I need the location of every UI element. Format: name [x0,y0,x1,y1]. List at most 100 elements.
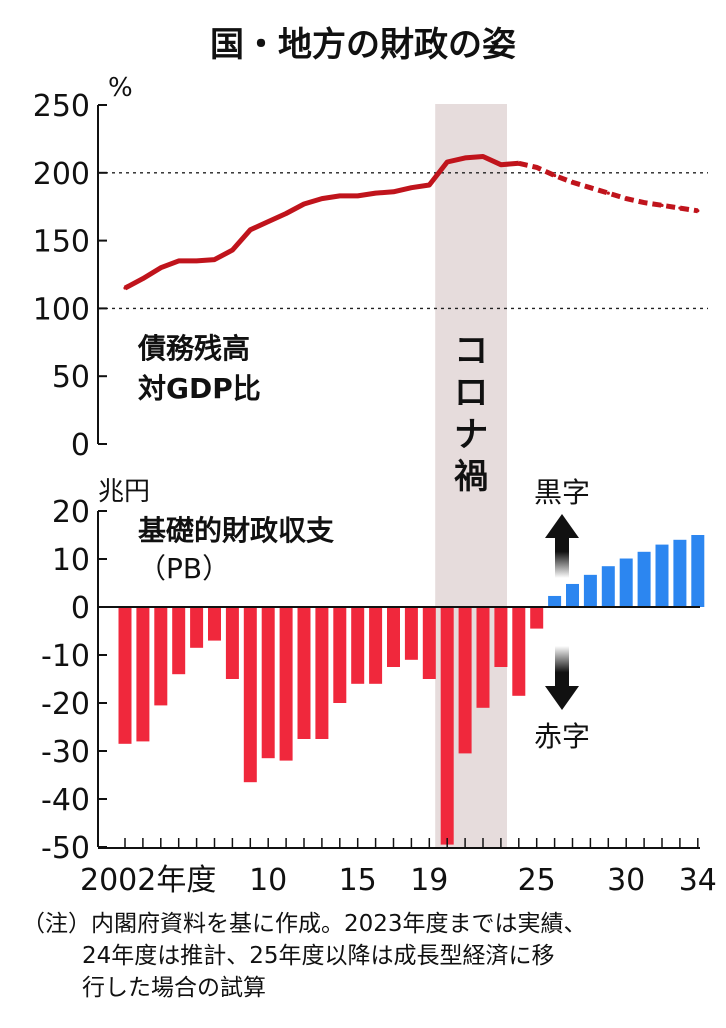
pb-bar [476,607,490,708]
pb-bar [404,607,418,660]
debt-series-label-line2: 対GDP比 [138,372,261,405]
x-tick-label: 19 [410,863,448,898]
pb-bar [458,607,472,754]
debt-point [624,196,628,201]
covid-band-label: コロナ禍 [454,331,488,497]
pb-bar [118,607,132,744]
pb-y-axis: -50 -40 -30 -20 -10 0 10 20 [41,495,107,866]
debt-point [391,190,396,194]
debt-tick-label: 0 [71,428,90,463]
debt-tick-label: 200 [33,157,90,192]
debt-ratio-series [123,154,700,291]
debt-tick-label: 100 [33,292,90,327]
debt-series-label-line1: 債務残高 [137,332,250,365]
debt-point [445,160,449,164]
deficit-label: 赤字 [534,720,590,753]
debt-point [606,191,610,195]
debt-point [159,266,163,270]
debt-point [302,202,306,206]
debt-point [535,165,539,169]
x-tick-label: 25 [518,863,556,898]
debt-point [588,186,593,190]
pb-tick-label: -30 [41,735,90,770]
pb-bar [673,539,687,607]
pb-bar [369,607,383,684]
debt-point [266,220,270,224]
pb-bar [351,607,365,684]
up-arrow-icon [545,514,579,578]
pb-bar [190,607,204,648]
pb-series-label-line1: 基礎的財政収支 [138,514,334,547]
pb-bar [315,607,329,739]
pb-bar [619,558,633,607]
pb-bar [566,583,579,607]
pb-bar [243,607,257,783]
debt-point [553,173,557,178]
debt-point [463,156,467,160]
debt-point [642,201,646,205]
debt-point [356,194,360,198]
x-tick-label: 2002年度 [80,863,216,898]
pb-bar [154,607,168,706]
pb-bar [387,607,400,667]
pb-bar [440,607,454,845]
debt-point [141,276,145,281]
debt-point [248,228,252,232]
debt-tick-label: 50 [52,360,90,395]
pb-unit-label: 兆円 [98,477,150,507]
x-tick-label: 10 [249,863,287,898]
debt-point [517,161,521,165]
debt-point [499,163,503,167]
pb-tick-label: -20 [41,687,90,722]
debt-point [570,180,575,184]
pb-bar [583,574,597,607]
debt-line-projection [518,160,699,214]
debt-point [678,206,682,210]
debt-tick-label: 250 [33,89,90,124]
pb-bar [333,607,347,703]
x-tick-label: 34 [679,863,717,898]
pb-bar [225,607,239,679]
pb-tick-label: -40 [41,783,90,818]
pb-series-label-line2: （PB） [138,552,230,585]
down-arrow-icon [545,646,579,710]
note-line-2: 24年度は推計、25年度以降は成長型経済に移 [82,943,555,969]
note-line-3: 行した場合の試算 [82,975,266,1001]
pb-tick-label: -10 [41,639,90,674]
debt-point [320,196,324,201]
pb-bar [208,607,221,641]
debt-point [409,186,413,190]
x-axis: 2002年度 10 15 19 25 30 34 [80,838,717,898]
debt-point [427,183,431,187]
pb-bar [297,607,311,739]
pb-bar [422,607,436,679]
chart-title: 国・地方の財政の姿 [210,25,516,65]
pb-bar [512,607,526,696]
pb-bars [118,535,705,845]
debt-point [195,259,199,263]
debt-point [374,191,378,195]
debt-point [481,154,485,159]
surplus-label: 黒字 [534,476,590,509]
pb-bar [655,544,669,607]
debt-point [123,286,127,290]
debt-unit-label: % [108,73,133,103]
debt-y-axis: 0 50 100 150 200 250 [33,89,107,463]
debt-point [660,203,664,207]
pb-tick-label: 10 [52,543,90,578]
pb-bar [172,607,186,675]
pb-bar [530,607,544,629]
pb-bar [601,566,615,607]
pb-bar [136,607,150,742]
pb-bar [261,607,275,759]
pb-bar [279,607,293,761]
debt-point [284,211,288,216]
debt-point [177,259,181,263]
pb-bar [494,607,508,667]
debt-point [338,194,342,198]
debt-point [230,248,234,252]
pb-tick-label: -50 [41,831,90,866]
pb-bar [548,595,562,607]
x-tick-label: 30 [607,863,645,898]
